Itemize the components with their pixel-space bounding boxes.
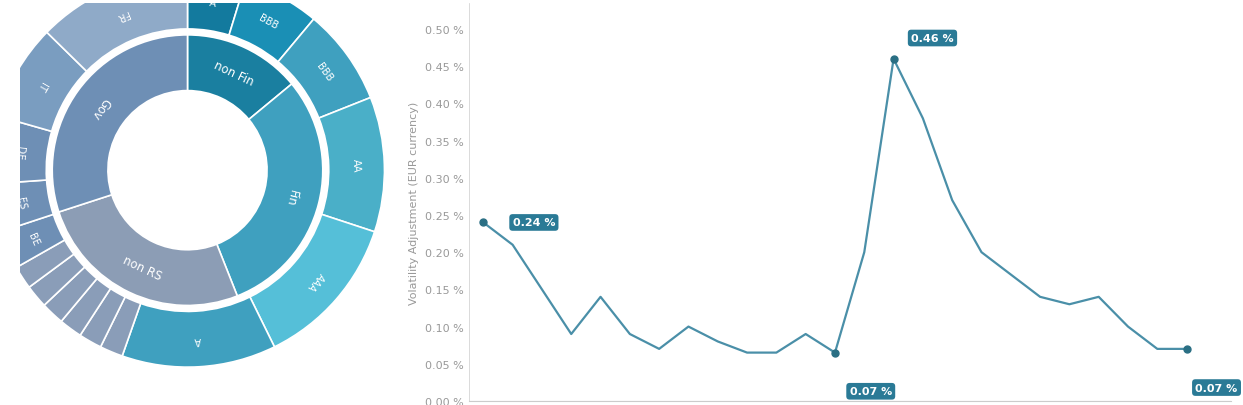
Text: Gov: Gov [88,94,113,121]
Wedge shape [52,36,188,213]
Wedge shape [101,297,140,356]
Wedge shape [278,20,370,119]
Wedge shape [122,297,275,367]
Wedge shape [29,254,85,305]
Text: Fin: Fin [283,188,300,207]
Text: AAA: AAA [305,271,326,292]
Text: IT: IT [35,80,48,92]
Text: A: A [194,334,201,344]
Wedge shape [188,36,292,120]
Wedge shape [47,0,188,72]
Y-axis label: Volatility Adjustment (EUR currency): Volatility Adjustment (EUR currency) [409,101,419,304]
Text: FR: FR [114,8,129,22]
Wedge shape [0,181,53,232]
Text: AA: AA [352,159,362,173]
Wedge shape [58,195,237,306]
Wedge shape [80,289,126,347]
Text: BE: BE [26,231,40,247]
Text: 0.46 %: 0.46 % [911,34,953,44]
Text: non Fin: non Fin [211,59,255,89]
Wedge shape [61,279,111,335]
Wedge shape [318,98,384,232]
Wedge shape [0,117,52,184]
Text: 0.07 %: 0.07 % [850,386,892,396]
Text: non RS: non RS [121,253,163,282]
Wedge shape [0,33,87,132]
Circle shape [109,94,265,248]
Text: ES: ES [15,196,27,210]
Wedge shape [216,85,323,296]
Text: DE: DE [14,146,25,160]
Text: A: A [209,0,216,9]
Wedge shape [188,0,245,36]
Wedge shape [45,267,97,322]
Wedge shape [229,0,313,63]
Text: BBB: BBB [314,61,334,83]
Text: 0.07 %: 0.07 % [1196,383,1238,392]
Wedge shape [0,215,65,268]
Wedge shape [250,215,374,347]
Text: BBB: BBB [257,13,280,32]
Wedge shape [16,241,73,288]
Text: 0.24 %: 0.24 % [512,218,556,228]
